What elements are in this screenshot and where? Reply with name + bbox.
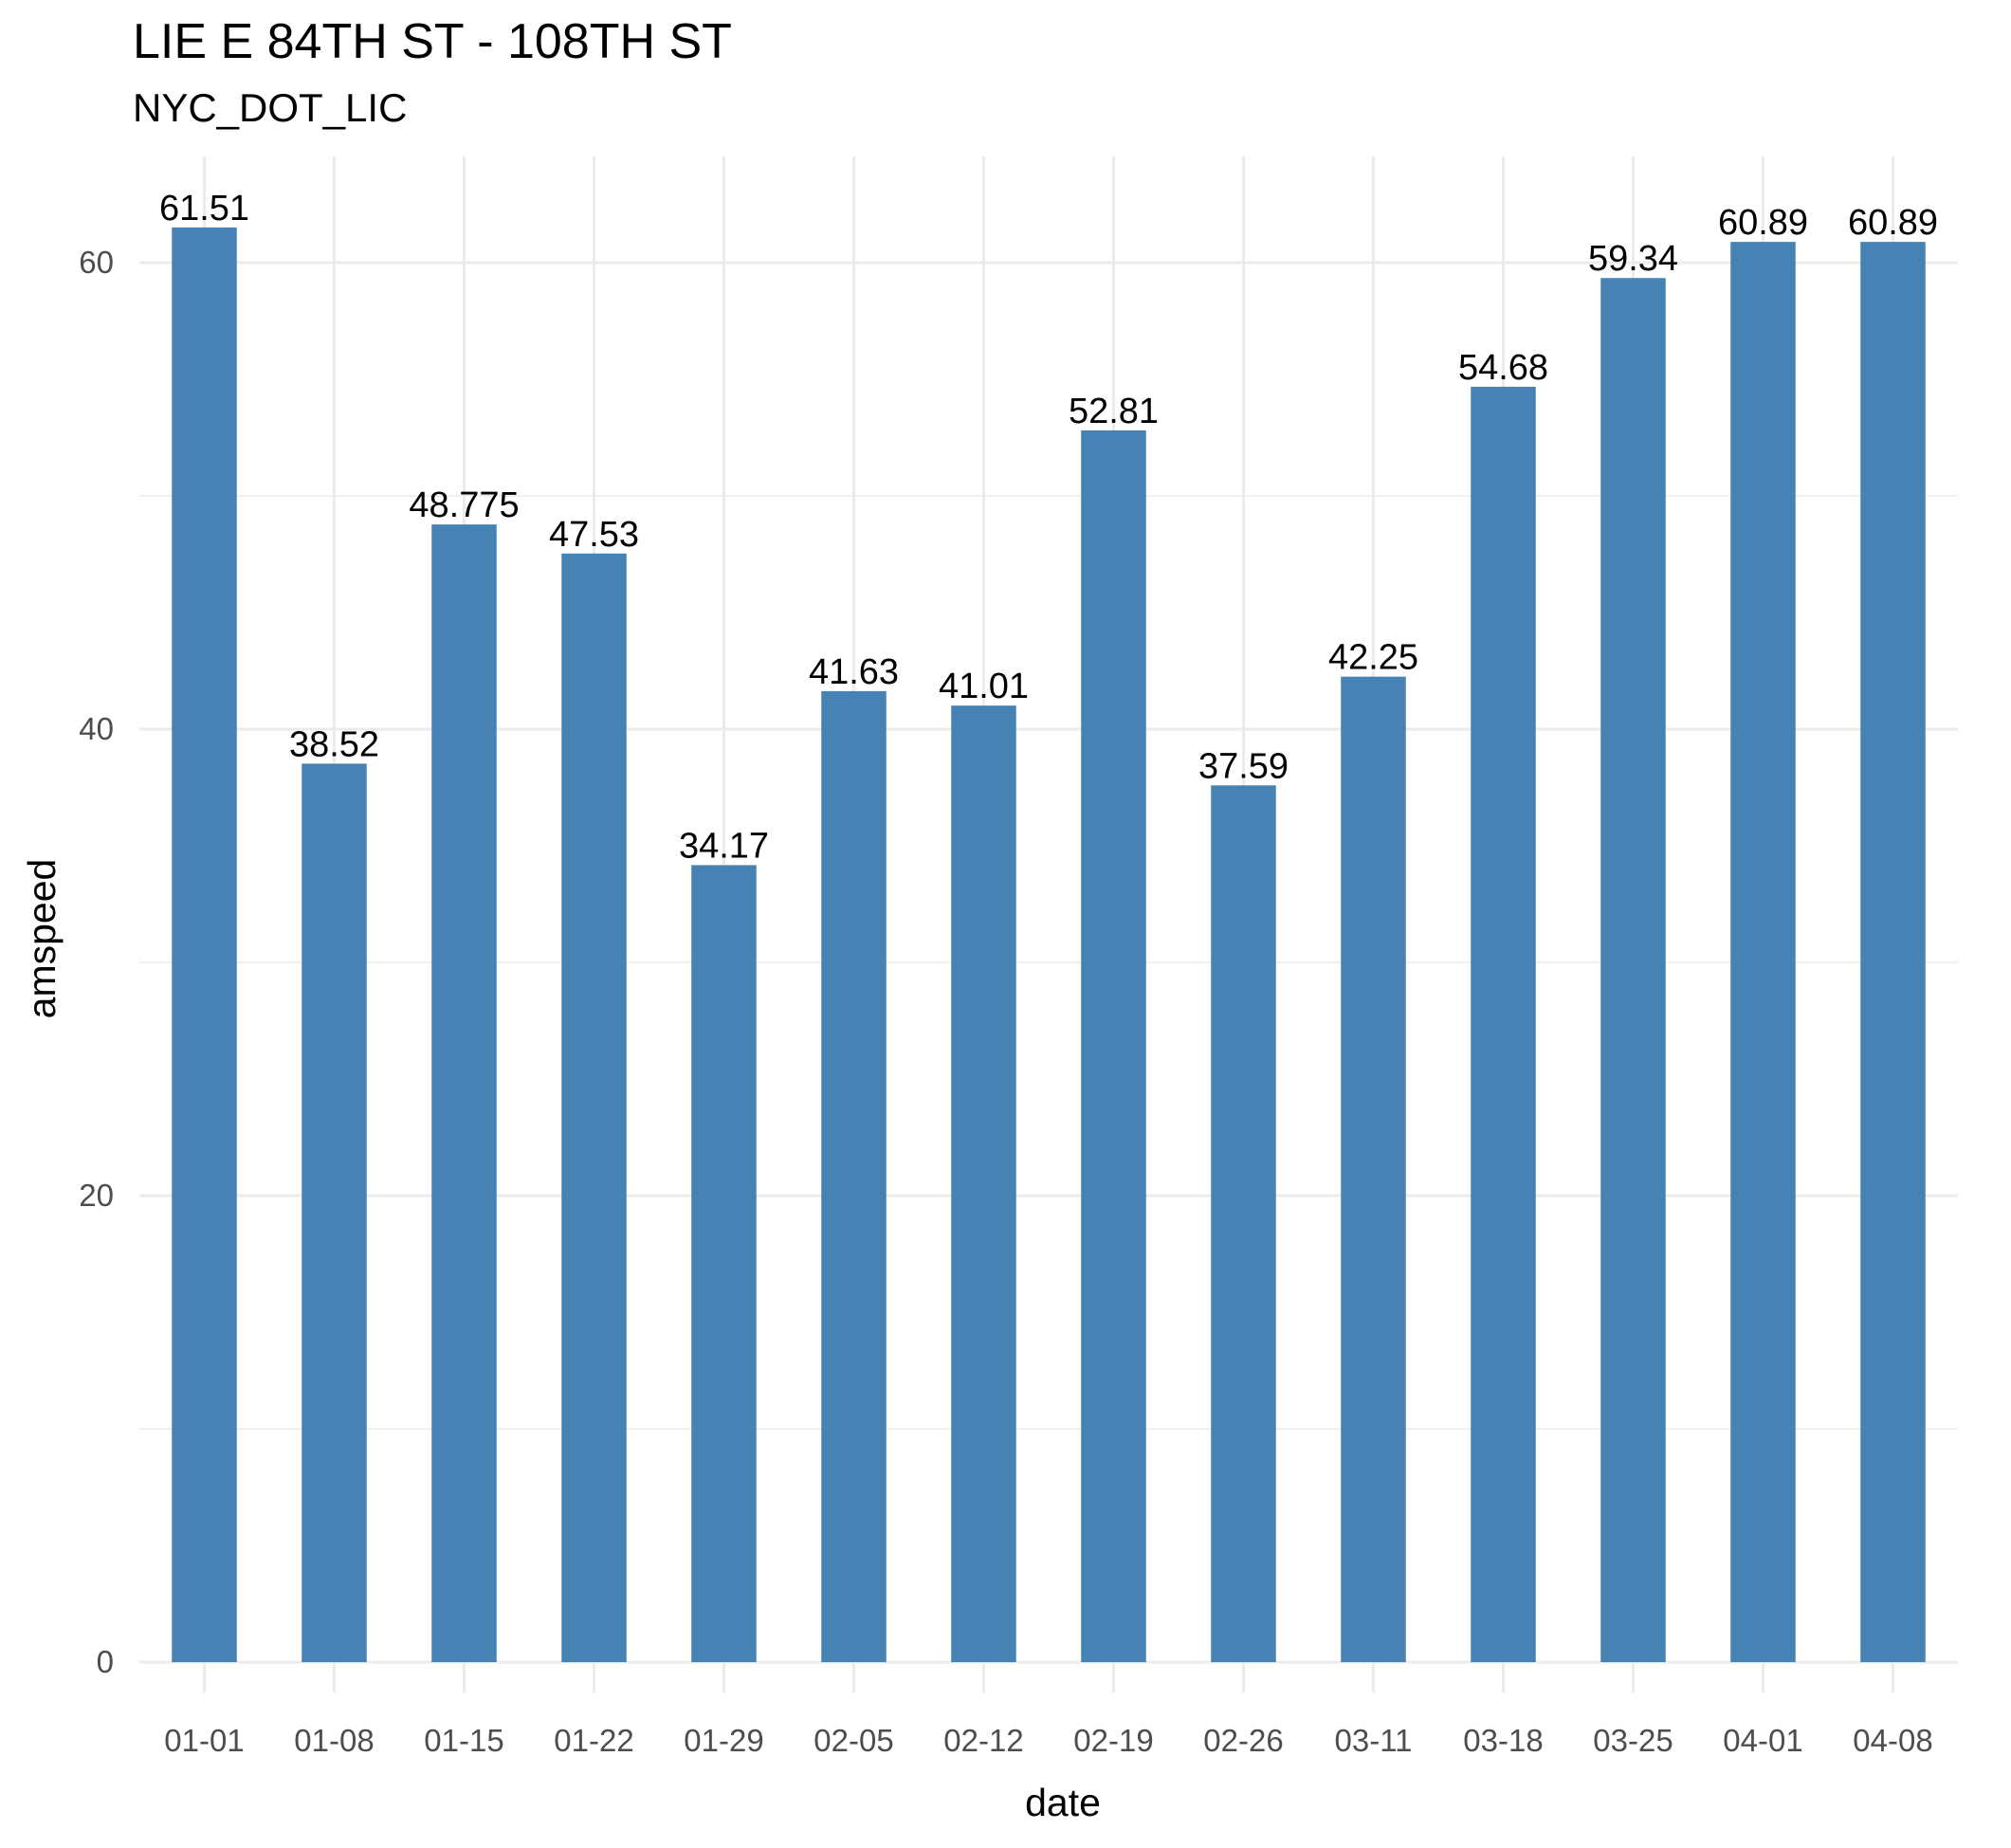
x-tick-label: 01-22 <box>554 1723 633 1758</box>
x-tick-label: 02-12 <box>943 1723 1023 1758</box>
x-tick-label: 04-01 <box>1723 1723 1802 1758</box>
y-axis-title: amspeed <box>20 859 64 1019</box>
x-tick-label: 01-15 <box>424 1723 503 1758</box>
x-tick-label: 03-18 <box>1463 1723 1543 1758</box>
major-gridlines <box>139 156 1958 1692</box>
bar <box>951 705 1016 1662</box>
x-axis-ticks: 01-01 01-08 01-15 01-22 01-29 02-05 02-12 02-19… <box>164 1723 1932 1758</box>
bar <box>691 865 757 1662</box>
x-axis-title: date <box>1025 1781 1101 1824</box>
bar <box>1471 386 1536 1662</box>
bar-value-label: 41.01 <box>939 667 1029 706</box>
y-tick-label: 0 <box>97 1644 114 1679</box>
bar-value-label: 47.53 <box>549 515 639 555</box>
x-tick-label: 01-01 <box>164 1723 244 1758</box>
bar <box>1730 242 1796 1663</box>
bar-value-label: 38.52 <box>289 724 379 764</box>
x-tick-label: 03-25 <box>1593 1723 1673 1758</box>
bar <box>1860 242 1926 1663</box>
bar-value-label: 54.68 <box>1458 348 1548 388</box>
bar <box>302 763 367 1662</box>
bar <box>561 553 627 1663</box>
x-tick-label: 02-19 <box>1073 1723 1153 1758</box>
bar-value-labels: 61.51 38.52 48.775 47.53 34.17 41.63 41.01 52.8… <box>159 189 1938 867</box>
x-tick-label: 01-08 <box>294 1723 374 1758</box>
bars <box>172 227 1926 1663</box>
bar <box>431 524 497 1662</box>
x-tick-label: 04-08 <box>1853 1723 1932 1758</box>
bar-value-label: 52.81 <box>1069 392 1159 431</box>
bar-value-label: 34.17 <box>679 826 769 866</box>
x-tick-label: 02-26 <box>1203 1723 1283 1758</box>
bar <box>1081 430 1146 1662</box>
x-tick-label: 01-29 <box>684 1723 763 1758</box>
bar-value-label: 60.89 <box>1848 203 1938 243</box>
chart-subtitle: NYC_DOT_LIC <box>133 85 408 130</box>
bar-value-label: 61.51 <box>159 189 249 229</box>
bar <box>821 690 887 1662</box>
y-tick-label: 40 <box>79 711 114 746</box>
bar-value-label: 37.59 <box>1198 746 1289 786</box>
bar-value-label: 48.775 <box>409 485 519 525</box>
chart-title: LIE E 84TH ST - 108TH ST <box>133 14 732 69</box>
x-tick-label: 02-05 <box>814 1723 893 1758</box>
bar-value-label: 42.25 <box>1328 638 1418 678</box>
bar-value-label: 41.63 <box>809 652 899 692</box>
bar-value-label: 59.34 <box>1588 239 1678 279</box>
x-tick-label: 03-11 <box>1335 1723 1413 1758</box>
bar <box>1600 278 1666 1663</box>
bar <box>172 227 237 1662</box>
bar <box>1211 785 1276 1662</box>
y-tick-label: 20 <box>79 1178 114 1213</box>
bar <box>1341 676 1406 1662</box>
y-tick-label: 60 <box>79 245 114 280</box>
minor-gridlines <box>139 495 1958 1430</box>
bar-value-label: 60.89 <box>1718 203 1808 243</box>
y-axis-ticks: 0 20 40 60 <box>79 245 114 1679</box>
